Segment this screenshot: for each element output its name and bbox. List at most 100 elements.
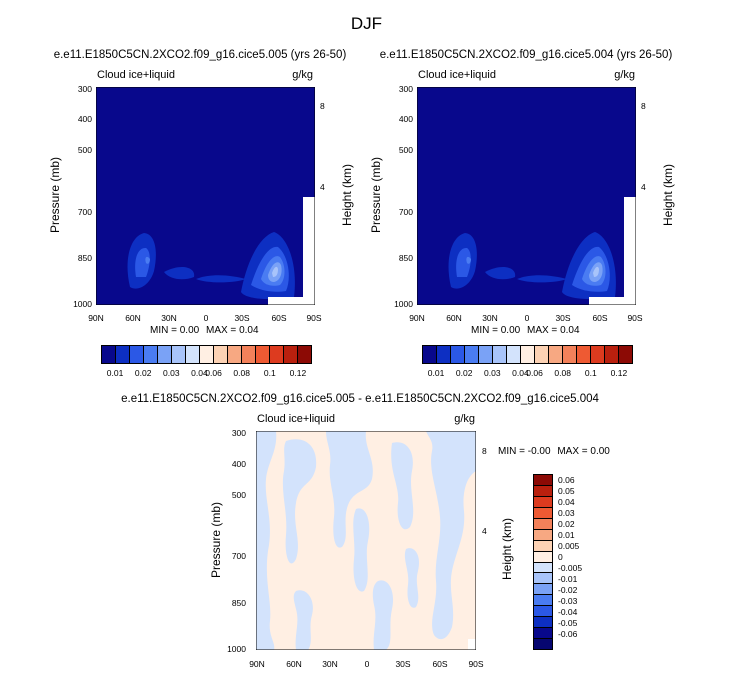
panel2-ylabel: Pressure (mb) bbox=[369, 157, 383, 234]
panel2-max-label: MAX = bbox=[526, 325, 558, 336]
panel3-xtick-30n: 30N bbox=[322, 659, 338, 669]
panel1-title: e.e11.E1850C5CN.2XCO2.f09_g16.cice5.005 … bbox=[53, 49, 347, 61]
panel1-xtick-60s: 60S bbox=[271, 313, 287, 323]
panel1-min-value: 0.00 bbox=[179, 325, 200, 336]
panel3-min-value: -0.00 bbox=[527, 446, 551, 457]
panel3-colorbar-label: 0.03 bbox=[558, 507, 575, 518]
panel2-stats: MIN = 0.00 MAX = 0.04 bbox=[471, 325, 580, 336]
panel2-ylabel-right: Height (km) bbox=[661, 164, 675, 227]
panel3-colorbar-swatch bbox=[534, 529, 552, 541]
panel1-colorbar-swatch bbox=[228, 346, 242, 363]
panel2-colorbar-label: 0.02 bbox=[455, 368, 473, 378]
panel2-ytick-1000: 1000 bbox=[394, 299, 413, 309]
panel3-ytick-1000: 1000 bbox=[227, 644, 246, 654]
panel3-colorbar-swatch bbox=[534, 639, 552, 649]
panel3-ytick-400: 400 bbox=[231, 459, 246, 469]
panel1-variable-label: Cloud ice+liquid bbox=[97, 69, 175, 81]
panel3-xtick-90n: 90N bbox=[249, 659, 265, 669]
panel2-xtick-90s: 90S bbox=[627, 313, 643, 323]
panel2-colorbar-label: 0.01 bbox=[427, 368, 445, 378]
panel3-colorbar-swatch bbox=[534, 507, 552, 519]
panel2-min-value: 0.00 bbox=[500, 325, 521, 336]
panel3-colorbar-label: -0.005 bbox=[558, 562, 583, 573]
panel1-colorbar-swatch bbox=[144, 346, 158, 363]
panel3-min-label: MIN = bbox=[498, 446, 525, 457]
panel1-xtick-30n: 30N bbox=[161, 313, 177, 323]
panel3-max-value: 0.00 bbox=[590, 446, 610, 457]
panel1-colorbar-swatch bbox=[186, 346, 200, 363]
panel3-colorbar-label: -0.04 bbox=[558, 606, 578, 617]
panel2-colorbar-swatch bbox=[451, 346, 465, 363]
panel2-colorbar-swatch bbox=[507, 346, 521, 363]
panel1-colorbar-label: 0.03 bbox=[163, 368, 180, 378]
panel1-colorbar-label: 0.04 bbox=[191, 368, 208, 378]
panel1-xtick-90s: 90S bbox=[306, 313, 322, 323]
panel3-xtick-90s: 90S bbox=[468, 659, 484, 669]
panel3-colorbar-swatch bbox=[534, 475, 552, 486]
panel3-colorbar-label: 0.06 bbox=[558, 474, 575, 485]
panel3-units-label: g/kg bbox=[454, 413, 475, 425]
panel1-colorbar-label: 0.1 bbox=[263, 368, 276, 378]
panel3-colorbar-labels: 0.06 0.05 0.04 0.03 0.02 0.01 0.005 0 -0.005 -0.0… bbox=[558, 474, 608, 650]
panel3-colorbar-label: -0.01 bbox=[558, 573, 578, 584]
panel3-colorbar-label: 0.04 bbox=[558, 496, 575, 507]
panel2-colorbar-swatch bbox=[493, 346, 507, 363]
panel1-stats: MIN = 0.00 MAX = 0.04 bbox=[150, 325, 259, 336]
panel3-xtick-0: 0 bbox=[364, 659, 370, 669]
panel3-ylabel-right: Height (km) bbox=[500, 518, 514, 581]
panel1-colorbar-swatch bbox=[284, 346, 298, 363]
panel1-xtick-0: 0 bbox=[203, 313, 209, 323]
panel1-colorbar-label: 0.08 bbox=[233, 368, 250, 378]
panel1-ytick-700: 700 bbox=[77, 207, 92, 217]
panel3-height-tick-8: 8 bbox=[482, 446, 487, 456]
panel1-max-value: 0.04 bbox=[239, 325, 259, 336]
panel1-colorbar-swatch bbox=[214, 346, 228, 363]
panel2-colorbar-swatch bbox=[577, 346, 591, 363]
panel1-min-label: MIN = bbox=[150, 325, 177, 336]
panel1-colorbar-label: 0.01 bbox=[106, 368, 124, 378]
panel2-colorbar-swatch bbox=[423, 346, 437, 363]
panel2-xtick-30n: 30N bbox=[482, 313, 498, 323]
panel2-max-value: 0.04 bbox=[560, 325, 580, 336]
panel2-colorbar-swatch bbox=[563, 346, 577, 363]
panel3-ytick-300: 300 bbox=[231, 428, 246, 438]
panel3-colorbar-label: 0.005 bbox=[558, 540, 580, 551]
panel1-colorbar-label: 0.12 bbox=[289, 368, 307, 378]
panel1-xtick-60n: 60N bbox=[125, 313, 141, 323]
panel1-colorbar-swatch bbox=[200, 346, 214, 363]
panel2-xtick-30s: 30S bbox=[555, 313, 571, 323]
panel3-colorbar-swatch bbox=[534, 595, 552, 607]
panel1-ytick-300: 300 bbox=[77, 84, 92, 94]
panel1-ytick-500: 500 bbox=[77, 145, 92, 155]
panel2-ytick-300: 300 bbox=[398, 84, 413, 94]
panel3-height-tick-4: 4 bbox=[482, 526, 487, 536]
panel3-max-label: MAX = bbox=[557, 446, 588, 457]
panel1-colorbar-swatch bbox=[172, 346, 186, 363]
panel3-colorbar-swatch bbox=[534, 551, 552, 563]
panel3-colorbar-label: 0 bbox=[558, 551, 563, 562]
panel1-xtick-30s: 30S bbox=[234, 313, 250, 323]
panel2-colorbar-labels: 0.01 0.02 0.03 0.04 0.06 0.08 0.1 0.12 bbox=[422, 368, 633, 380]
panel2-colorbar-swatch bbox=[605, 346, 619, 363]
panel3-colorbar-label: -0.03 bbox=[558, 595, 578, 606]
panel2-colorbar-label: 0.08 bbox=[554, 368, 571, 378]
panel2-colorbar bbox=[422, 345, 633, 364]
panel2-units-label: g/kg bbox=[614, 69, 635, 81]
panel1-height-tick-4: 4 bbox=[320, 182, 325, 192]
panel1-xtick-90n: 90N bbox=[88, 313, 104, 323]
panel1-ylabel-right: Height (km) bbox=[340, 164, 354, 227]
panel3-colorbar-swatch bbox=[534, 628, 552, 640]
panel3-contour-plot bbox=[256, 431, 476, 650]
panel2-variable-label: Cloud ice+liquid bbox=[418, 69, 496, 81]
panel2-title: e.e11.E1850C5CN.2XCO2.f09_g16.cice5.004 … bbox=[379, 49, 673, 61]
panel3-colorbar-swatch bbox=[534, 540, 552, 552]
panel2-colorbar-swatch bbox=[521, 346, 535, 363]
panel2-colorbar-swatch bbox=[479, 346, 493, 363]
panel2-xtick-60n: 60N bbox=[446, 313, 462, 323]
panel2-ytick-500: 500 bbox=[398, 145, 413, 155]
panel3-colorbar-swatch bbox=[534, 496, 552, 508]
panel3-colorbar-swatch bbox=[534, 562, 552, 574]
panel1-ylabel: Pressure (mb) bbox=[48, 157, 62, 234]
panel3-xtick-60s: 60S bbox=[432, 659, 448, 669]
panel1-colorbar-swatch bbox=[102, 346, 116, 363]
